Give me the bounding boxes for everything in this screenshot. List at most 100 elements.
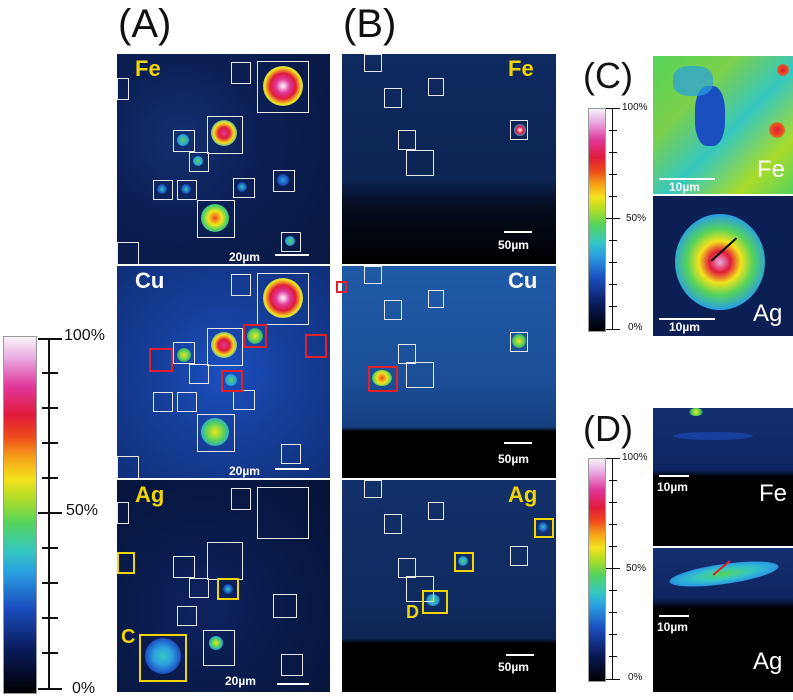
scale-label: 10µm bbox=[669, 320, 700, 334]
element-label-fe: Fe bbox=[135, 56, 161, 81]
region-box bbox=[510, 120, 528, 140]
spot bbox=[193, 156, 203, 166]
colorbar-c-max: 100% bbox=[622, 102, 648, 113]
panel-b-fe: Fe 50µm bbox=[342, 54, 556, 264]
spot bbox=[263, 278, 303, 318]
scale-bar bbox=[659, 178, 715, 180]
scale-label: 20µm bbox=[225, 674, 256, 688]
yellow-box-d bbox=[422, 590, 448, 614]
region-box bbox=[233, 178, 255, 198]
faint-band bbox=[673, 432, 753, 440]
colorbar-c-min: 0% bbox=[628, 322, 643, 333]
panel-d-ag: Ag 10µm bbox=[653, 548, 793, 692]
label-b: (B) bbox=[343, 2, 397, 46]
region-box bbox=[364, 266, 382, 284]
spot bbox=[458, 556, 468, 566]
yellow-box bbox=[454, 552, 474, 572]
region-box bbox=[177, 392, 197, 412]
colorbar-d-mid: 50% bbox=[626, 563, 647, 574]
panel-a-cu: Cu 20µm bbox=[117, 266, 330, 478]
element-label-fe-c: Fe bbox=[757, 156, 786, 183]
colorbar-d-min: 0% bbox=[628, 672, 643, 683]
label-c: (C) bbox=[583, 55, 633, 96]
spot bbox=[247, 328, 263, 344]
region-box bbox=[177, 180, 197, 200]
dark-region bbox=[695, 86, 725, 146]
element-label-ag: Ag bbox=[135, 482, 165, 507]
yellow-box-c bbox=[139, 634, 187, 682]
region-box bbox=[117, 456, 139, 478]
region-box bbox=[398, 130, 416, 150]
region-box bbox=[428, 290, 444, 308]
colorbar-d-axis bbox=[612, 458, 613, 680]
region-box bbox=[384, 88, 402, 108]
red-box bbox=[149, 348, 173, 372]
region-box bbox=[398, 558, 416, 578]
spot bbox=[211, 120, 237, 146]
region-box bbox=[207, 116, 243, 154]
region-box bbox=[510, 546, 528, 566]
colorbar-large-min: 0% bbox=[72, 680, 96, 697]
spot bbox=[201, 418, 229, 446]
scale-label: 10µm bbox=[669, 180, 700, 194]
panel-c-ag: Ag 10µm bbox=[653, 196, 793, 336]
region-box bbox=[233, 390, 255, 410]
spot bbox=[777, 64, 789, 76]
panel-a-fe: Fe 20µm bbox=[117, 54, 330, 264]
region-box bbox=[273, 594, 297, 618]
region-box bbox=[281, 232, 301, 252]
box-letter-d: D bbox=[406, 602, 419, 622]
colorbar-c-ticks bbox=[606, 108, 620, 330]
region-box bbox=[189, 364, 209, 384]
colorbar-c-axis bbox=[612, 108, 613, 330]
red-box bbox=[221, 370, 243, 392]
spot bbox=[263, 66, 303, 106]
region-box bbox=[510, 332, 528, 352]
region-box bbox=[197, 414, 235, 452]
panel-b-ag: Ag D 50µm bbox=[342, 480, 556, 692]
spot bbox=[177, 134, 189, 146]
spot bbox=[225, 374, 237, 386]
scale-bar bbox=[275, 254, 309, 256]
panel-c-fe: Fe 10µm bbox=[653, 56, 793, 194]
region-box bbox=[189, 152, 209, 172]
spot bbox=[512, 334, 526, 348]
colorbar-large-mid: 50% bbox=[66, 502, 99, 519]
region-box bbox=[257, 487, 309, 539]
spot bbox=[514, 124, 526, 136]
element-label-cu-b: Cu bbox=[508, 268, 538, 293]
spot bbox=[538, 522, 548, 532]
region-box bbox=[428, 502, 444, 520]
scale-bar bbox=[659, 318, 715, 320]
scale-bar bbox=[275, 468, 309, 470]
element-label-ag-c: Ag bbox=[753, 300, 783, 327]
particle bbox=[675, 214, 765, 310]
label-d: (D) bbox=[583, 408, 633, 449]
region-box bbox=[281, 654, 303, 676]
colorbar-c bbox=[588, 108, 606, 332]
spot bbox=[223, 584, 233, 594]
region-box bbox=[364, 54, 382, 72]
yellow-box bbox=[117, 552, 135, 574]
spot bbox=[277, 174, 289, 186]
spot bbox=[157, 184, 167, 194]
red-box bbox=[243, 324, 267, 348]
region-box bbox=[153, 180, 173, 200]
spot bbox=[209, 636, 223, 650]
colorbar-c-mid: 50% bbox=[626, 213, 647, 224]
region-box bbox=[428, 78, 444, 96]
region-box bbox=[207, 328, 243, 366]
scale-label: 20µm bbox=[229, 250, 260, 264]
scale-label: 50µm bbox=[498, 238, 529, 252]
spot bbox=[145, 638, 181, 674]
scale-bar bbox=[659, 475, 689, 477]
colorbar-d bbox=[588, 458, 606, 682]
panel-d-fe: Fe 10µm bbox=[653, 408, 793, 546]
scale-label: 50µm bbox=[498, 660, 529, 674]
region-box bbox=[384, 300, 402, 320]
spot bbox=[177, 348, 191, 362]
scale-bar bbox=[659, 615, 689, 617]
region-box bbox=[197, 200, 235, 238]
scale-label: 10µm bbox=[657, 480, 688, 494]
particle bbox=[668, 556, 780, 592]
